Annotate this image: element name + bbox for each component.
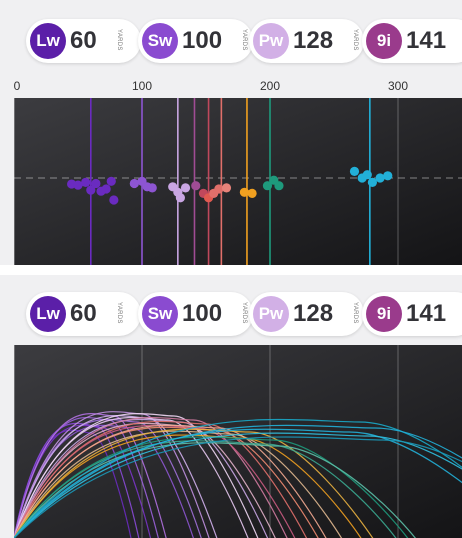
dispersion-chart bbox=[14, 98, 462, 265]
shot-dot bbox=[175, 193, 185, 203]
trajectory-path bbox=[14, 432, 462, 538]
club-badge: 9i bbox=[366, 296, 402, 332]
club-distance-unit: YARDS bbox=[116, 302, 122, 324]
trajectory-path bbox=[14, 428, 462, 538]
trajectory-path bbox=[14, 430, 343, 538]
club-distance: 141 bbox=[406, 27, 447, 54]
club-chip-pw[interactable]: Pw 128 YARDS bbox=[249, 292, 364, 336]
trajectory-path bbox=[14, 420, 308, 538]
shot-dot bbox=[362, 170, 372, 180]
shot-dot bbox=[214, 184, 224, 194]
shot-dot bbox=[81, 177, 91, 187]
trajectory-path bbox=[14, 424, 462, 538]
trajectory-panel: Lw60YARDSSw100YARDSPw128YARDS9i141YARDS … bbox=[0, 275, 462, 538]
trajectory-path bbox=[14, 436, 409, 538]
shot-dot bbox=[180, 183, 191, 193]
trajectory-path bbox=[14, 416, 288, 538]
shot-dot bbox=[101, 184, 111, 194]
panel-divider bbox=[0, 265, 462, 275]
club-distance: 60 bbox=[70, 300, 97, 327]
shot-dot bbox=[349, 166, 360, 176]
shot-dot bbox=[109, 195, 119, 205]
trajectory-chart bbox=[14, 345, 462, 538]
shot-dot bbox=[147, 183, 157, 193]
club-distance-unit: YARDS bbox=[241, 302, 247, 324]
shot-dot bbox=[129, 178, 139, 189]
distance-scale: 0 100 200 300 bbox=[14, 74, 462, 98]
club-badge: Pw bbox=[253, 296, 289, 332]
club-distance-unit: YARDS bbox=[116, 29, 122, 51]
scale-tick-label: 300 bbox=[387, 79, 409, 93]
club-badge: Lw bbox=[30, 296, 66, 332]
club-distance: 60 bbox=[70, 27, 97, 54]
club-chip-lw[interactable]: Lw 60 YARDS bbox=[26, 292, 141, 336]
shot-dot bbox=[383, 171, 393, 181]
shot-dot bbox=[86, 185, 96, 195]
shot-dot bbox=[274, 181, 284, 191]
club-distance: 128 bbox=[293, 300, 334, 327]
scale-tick-label: 0 bbox=[13, 79, 21, 93]
shot-dot bbox=[367, 177, 377, 187]
club-distance: 128 bbox=[293, 27, 334, 54]
scale-tick-label: 200 bbox=[259, 79, 281, 93]
trajectory-path bbox=[14, 436, 462, 538]
trajectory-path bbox=[14, 442, 416, 538]
club-distance: 100 bbox=[182, 27, 223, 54]
trajectory-path bbox=[14, 424, 327, 538]
club-badge: Sw bbox=[142, 296, 178, 332]
club-badge: 9i bbox=[366, 23, 402, 59]
club-distance: 100 bbox=[182, 300, 223, 327]
shot-dot bbox=[375, 173, 385, 183]
trajectory-path bbox=[14, 418, 462, 538]
shot-dot bbox=[262, 181, 273, 191]
club-distance-unit: YARDS bbox=[241, 29, 247, 51]
shot-dot bbox=[191, 181, 201, 191]
dispersion-panel: Lw60YARDSSw100YARDSPw128YARDS9i141YARDS … bbox=[0, 0, 462, 265]
club-distance-unit: YARDS bbox=[352, 29, 358, 51]
shot-dot bbox=[247, 188, 257, 198]
club-chip-9i[interactable]: 9i141YARDS bbox=[362, 19, 462, 63]
trajectory-path bbox=[14, 440, 397, 538]
shot-dot bbox=[239, 187, 249, 197]
club-chip-sw[interactable]: Sw 100 YARDS bbox=[138, 292, 253, 336]
shot-dot bbox=[91, 178, 101, 189]
club-badge: Sw bbox=[142, 23, 178, 59]
shot-dot bbox=[221, 183, 232, 193]
club-badge: Pw bbox=[253, 23, 289, 59]
club-distance-unit: YARDS bbox=[352, 302, 358, 324]
club-chip-pw[interactable]: Pw 128 YARDS bbox=[249, 19, 364, 63]
trajectory-path bbox=[14, 413, 259, 538]
club-badge: Lw bbox=[30, 23, 66, 59]
shot-dot bbox=[73, 180, 83, 190]
club-chip-9i[interactable]: 9i141YARDS bbox=[362, 292, 462, 336]
shot-dot bbox=[106, 176, 116, 186]
club-chip-lw[interactable]: Lw 60 YARDS bbox=[26, 19, 141, 63]
club-distance: 141 bbox=[406, 300, 447, 327]
trajectory-path bbox=[14, 428, 374, 538]
club-chip-sw[interactable]: Sw 100 YARDS bbox=[138, 19, 253, 63]
scale-tick-label: 100 bbox=[131, 79, 153, 93]
trajectory-path bbox=[14, 418, 202, 538]
